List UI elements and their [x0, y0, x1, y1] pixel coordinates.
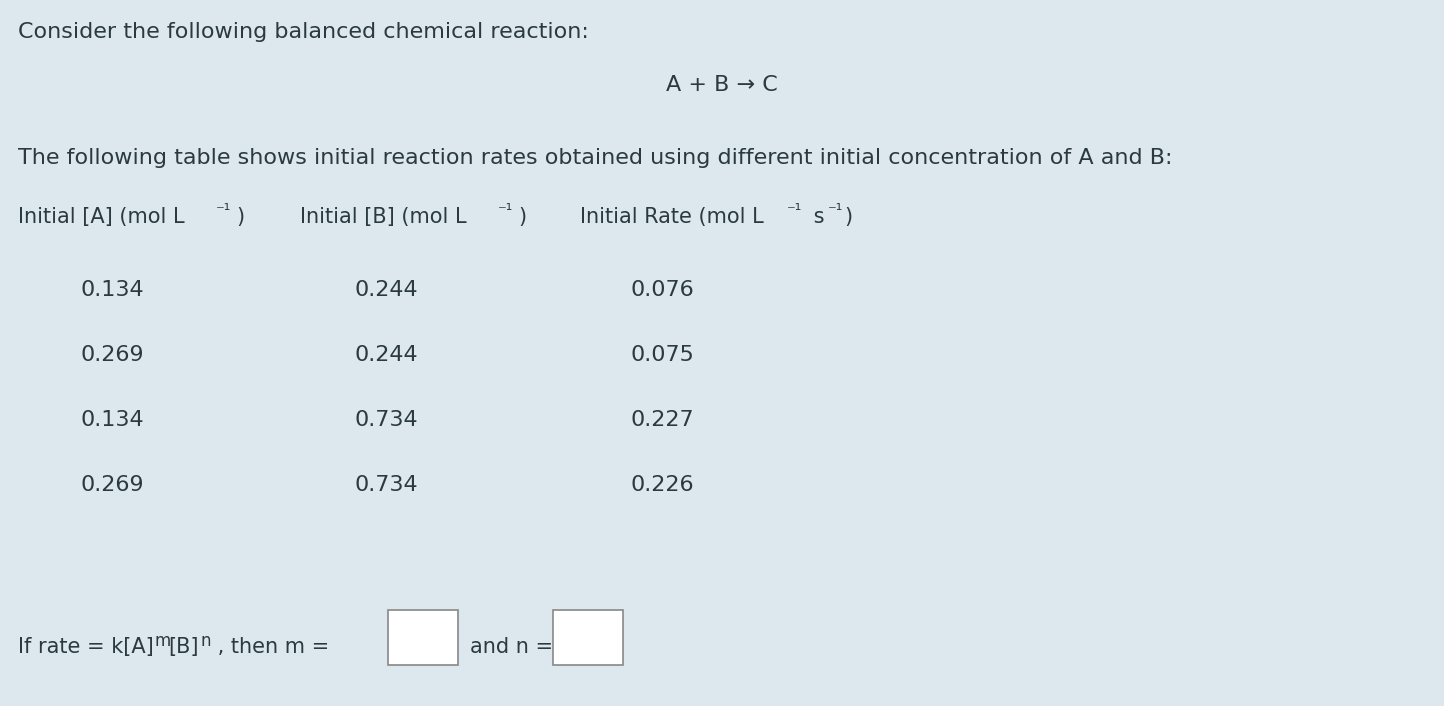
Text: 0.076: 0.076 — [630, 280, 693, 300]
Text: 0.734: 0.734 — [355, 410, 419, 430]
Text: ⁻¹: ⁻¹ — [827, 202, 843, 220]
Text: A + B → C: A + B → C — [666, 75, 778, 95]
Text: 0.134: 0.134 — [79, 410, 143, 430]
Text: , then m =: , then m = — [211, 637, 329, 657]
Text: ⁻¹: ⁻¹ — [217, 202, 231, 220]
Text: 0.226: 0.226 — [630, 475, 693, 495]
Bar — [388, 610, 458, 665]
Text: The following table shows initial reaction rates obtained using different initia: The following table shows initial reacti… — [17, 148, 1173, 168]
Text: ⁻¹: ⁻¹ — [498, 202, 514, 220]
Text: 0.134: 0.134 — [79, 280, 143, 300]
Text: [B]: [B] — [168, 637, 198, 657]
Text: m: m — [155, 632, 172, 650]
Text: Initial Rate (mol L: Initial Rate (mol L — [580, 207, 764, 227]
Text: s: s — [807, 207, 825, 227]
Text: 0.269: 0.269 — [79, 345, 143, 365]
Text: ⁻¹: ⁻¹ — [787, 202, 803, 220]
Text: Consider the following balanced chemical reaction:: Consider the following balanced chemical… — [17, 22, 589, 42]
Text: Initial [A] (mol L: Initial [A] (mol L — [17, 207, 185, 227]
Text: ): ) — [843, 207, 852, 227]
Text: If rate = k[A]: If rate = k[A] — [17, 637, 153, 657]
Text: 0.244: 0.244 — [355, 280, 419, 300]
Text: ): ) — [518, 207, 526, 227]
Text: 0.227: 0.227 — [630, 410, 693, 430]
Text: Initial [B] (mol L: Initial [B] (mol L — [300, 207, 466, 227]
Text: 0.734: 0.734 — [355, 475, 419, 495]
Text: 0.075: 0.075 — [630, 345, 695, 365]
Text: n: n — [201, 632, 211, 650]
Text: 0.269: 0.269 — [79, 475, 143, 495]
Bar — [553, 610, 622, 665]
Text: 0.244: 0.244 — [355, 345, 419, 365]
Text: ): ) — [235, 207, 244, 227]
Text: and n =: and n = — [469, 637, 553, 657]
